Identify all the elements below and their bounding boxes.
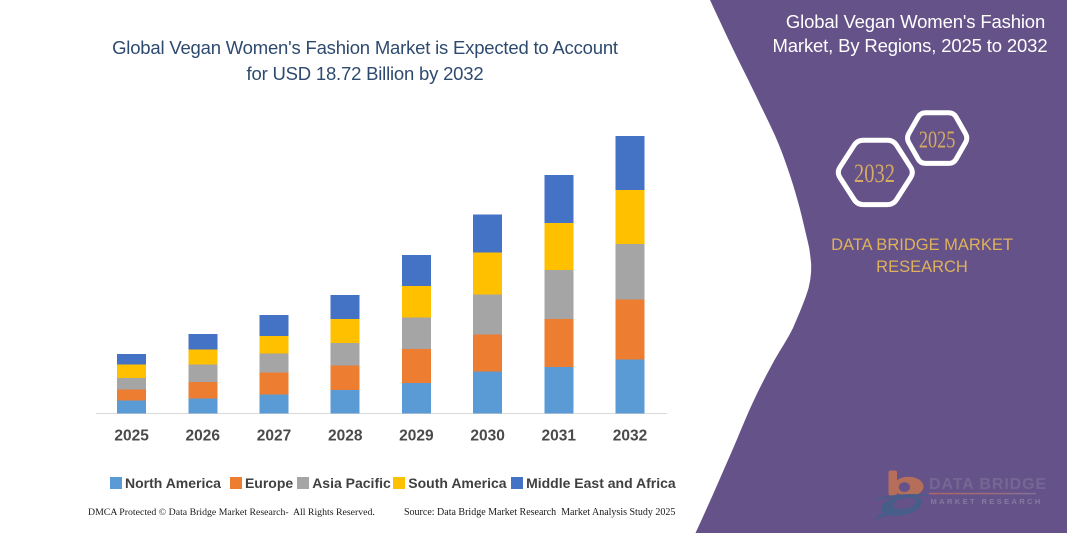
svg-text:2032: 2032 [613, 427, 647, 444]
svg-text:2025: 2025 [114, 427, 149, 444]
svg-text:2030: 2030 [470, 427, 504, 444]
svg-text:DATA BRIDGE: DATA BRIDGE [929, 476, 1047, 493]
svg-text:2028: 2028 [328, 427, 363, 444]
svg-text:MARKET RESEARCH: MARKET RESEARCH [931, 497, 1043, 506]
svg-text:2029: 2029 [399, 427, 434, 444]
svg-text:2026: 2026 [186, 427, 221, 444]
svg-text:2027: 2027 [257, 427, 291, 444]
svg-text:2032: 2032 [854, 158, 895, 188]
svg-text:2025: 2025 [919, 126, 956, 153]
svg-text:2031: 2031 [542, 427, 577, 444]
